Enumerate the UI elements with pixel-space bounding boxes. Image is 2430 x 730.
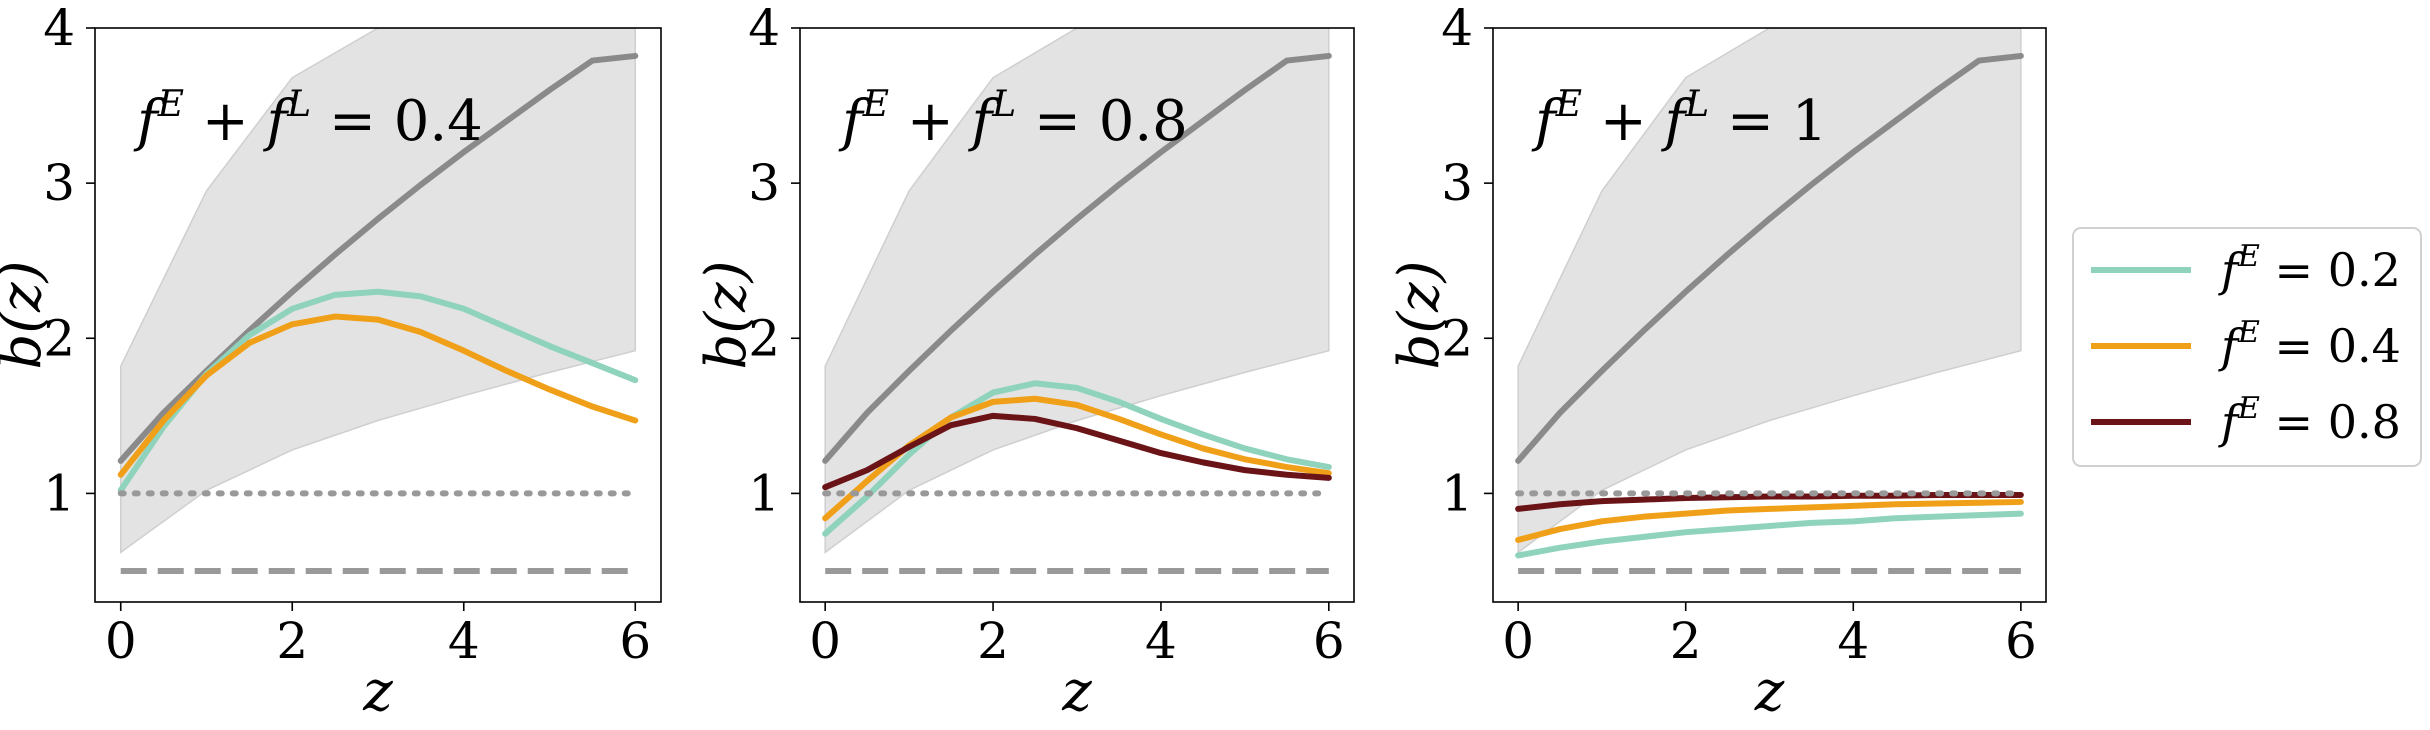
x-tick-label: 2 xyxy=(977,612,1009,670)
x-tick-label: 2 xyxy=(1670,612,1702,670)
x-tick-label: 0 xyxy=(809,612,841,670)
y-tick-label: 4 xyxy=(43,0,75,57)
y-tick-label: 1 xyxy=(43,464,75,522)
legend-entry-label: fE = 0.8 xyxy=(2218,391,2401,449)
series-line-3-solid xyxy=(117,313,639,478)
series-line-2-solid xyxy=(822,380,1332,537)
plot-area xyxy=(1515,28,2024,574)
y-tick-label: 2 xyxy=(43,309,75,367)
x-tick-label: 4 xyxy=(1837,612,1869,670)
y-tick-label: 2 xyxy=(1441,309,1473,367)
x-tick-label: 0 xyxy=(105,612,137,670)
legend-entry-label: fE = 0.4 xyxy=(2218,315,2401,373)
series-line-3-solid xyxy=(1515,498,2024,543)
legend: fE = 0.2 fE = 0.4 fE = 0.8 xyxy=(2072,227,2422,467)
panel-title: fE + fL = 1 xyxy=(1531,84,1827,154)
axes-frame xyxy=(799,27,1355,603)
y-axis-label: b(z) xyxy=(0,260,54,369)
plot-area xyxy=(822,28,1332,574)
legend-entry-label: fE = 0.2 xyxy=(2218,239,2401,297)
y-tick-label: 1 xyxy=(748,464,780,522)
axes-frame xyxy=(94,27,662,603)
axes-frame xyxy=(1492,27,2047,603)
uncertainty-band xyxy=(1517,28,2022,554)
x-tick-label: 4 xyxy=(448,612,480,670)
x-axis-label: z xyxy=(362,659,393,724)
series-line-1-solid xyxy=(1515,52,2024,464)
x-tick-label: 4 xyxy=(1145,612,1177,670)
x-tick-label: 0 xyxy=(1502,612,1534,670)
y-axis-label: b(z) xyxy=(1387,260,1452,369)
x-tick-label: 6 xyxy=(2005,612,2037,670)
x-tick-label: 6 xyxy=(1313,612,1345,670)
x-axis-label: z xyxy=(1061,659,1092,724)
series-line-2-solid xyxy=(1515,510,2024,559)
y-tick-label: 2 xyxy=(748,309,780,367)
y-tick-label: 1 xyxy=(1441,464,1473,522)
legend-box xyxy=(2072,227,2422,467)
x-tick-label: 2 xyxy=(276,612,308,670)
y-tick-label: 4 xyxy=(748,0,780,57)
x-tick-label: 6 xyxy=(619,612,651,670)
x-axis-label: z xyxy=(1754,659,1785,724)
y-tick-label: 4 xyxy=(1441,0,1473,57)
y-tick-label: 3 xyxy=(43,154,75,212)
y-tick-label: 3 xyxy=(1441,154,1473,212)
plot-area xyxy=(117,28,639,574)
series-line-4-solid xyxy=(822,412,1332,491)
y-axis-label: b(z) xyxy=(694,260,759,369)
y-tick-label: 3 xyxy=(748,154,780,212)
series-line-1-solid xyxy=(822,52,1332,464)
